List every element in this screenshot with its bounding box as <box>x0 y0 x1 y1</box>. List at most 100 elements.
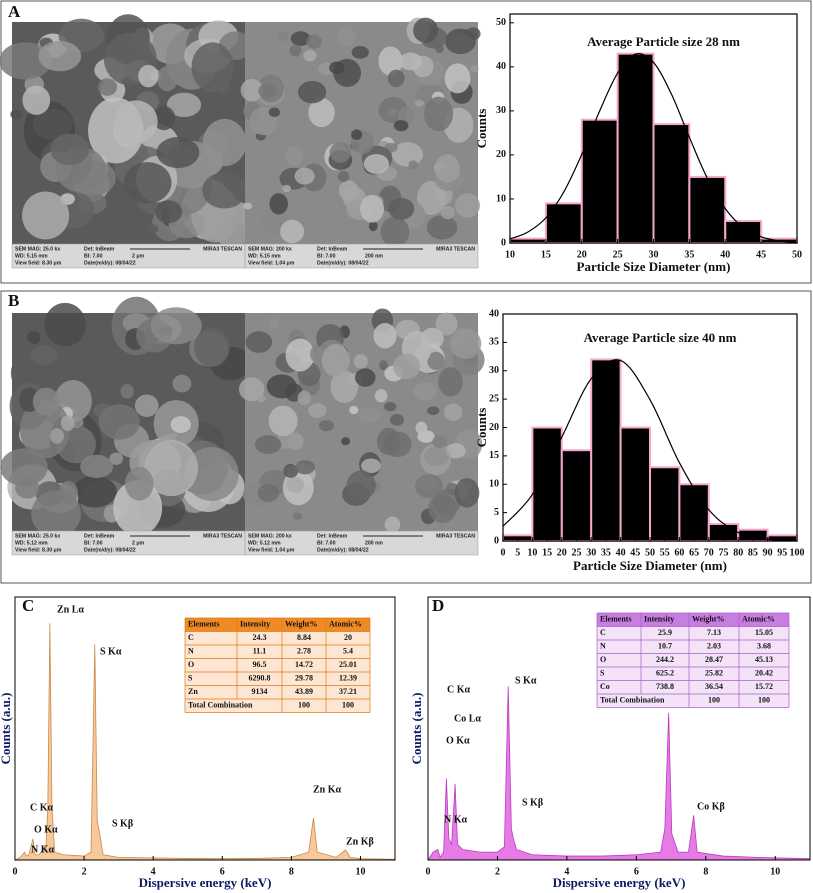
bar <box>649 466 681 543</box>
sem-grain <box>294 167 315 185</box>
bar <box>531 426 563 542</box>
sem-grain <box>27 330 41 344</box>
y-tick-label: 10 <box>489 479 499 490</box>
sem-grain <box>415 474 443 499</box>
sem-info-text: SEM MAG: 200 kx <box>248 246 292 252</box>
x-tick-label: 5 <box>515 547 520 558</box>
sem-info-text: View field: 1.04 μm <box>248 260 295 266</box>
sem-info-text: Det: InBeam <box>84 246 115 252</box>
x-tick-label: 6 <box>220 866 225 877</box>
sem-grain <box>384 401 397 412</box>
x-tick-label: 40 <box>616 547 626 558</box>
sem-grain <box>254 435 282 454</box>
bar <box>509 237 547 245</box>
table-header: Weight% <box>285 620 317 629</box>
table-cell: 625.2 <box>656 669 674 678</box>
y-axis-label: Counts <box>474 109 489 149</box>
sem-grain <box>125 466 154 501</box>
sem-grain <box>150 307 202 345</box>
x-tick-label: 8 <box>703 866 708 877</box>
x-tick-label: 20 <box>557 547 567 558</box>
sem-grain <box>60 442 78 462</box>
sem-image: SEM MAG: 200 kx Det: InBeam MIRA3 TESCAN WD… <box>238 308 485 556</box>
sem-grain <box>0 42 52 80</box>
sem-grain <box>329 61 345 75</box>
x-tick-label: 65 <box>689 547 699 558</box>
y-tick-label: 15 <box>489 450 499 461</box>
sem-image: SEM MAG: 25.0 kx Det: InBeam MIRA3 TESCAN W… <box>0 296 252 556</box>
sem-grain <box>286 476 305 493</box>
x-tick-label: 30 <box>586 547 596 558</box>
x-tick-label: 10 <box>770 866 780 877</box>
sem-grain <box>368 220 378 232</box>
x-tick-label: 6 <box>634 866 639 877</box>
sem-grain <box>351 45 369 59</box>
sem-grain <box>50 428 65 444</box>
peak-label: S Kα <box>515 675 537 686</box>
panel-letter: C <box>22 596 34 615</box>
x-tick-label: 50 <box>645 547 655 558</box>
sem-grain <box>266 374 297 399</box>
sem-grain <box>389 413 405 426</box>
sem-grain <box>258 83 277 99</box>
bar <box>544 202 583 245</box>
table-cell: 28.47 <box>705 655 723 664</box>
sem-grain <box>384 516 401 533</box>
table-header: Elements <box>188 620 220 629</box>
sem-grain <box>292 512 303 520</box>
sem-grain <box>427 351 445 371</box>
sem-info-text: MIRA3 TESCAN <box>436 533 475 539</box>
sem-grain <box>238 377 265 402</box>
sem-info-text: WD: 5.15 mm <box>248 253 281 259</box>
spectrum-area <box>14 623 396 861</box>
x-axis-label: Dispersive energy (keV) <box>139 875 272 890</box>
peak-label: Zn Lα <box>57 604 84 615</box>
sem-info-text: 2 μm <box>132 253 145 259</box>
sem-grain <box>361 458 381 474</box>
table-cell: 37.21 <box>339 687 357 696</box>
panel-letter: A <box>8 2 21 21</box>
sem-grain <box>424 96 454 132</box>
table-total: Total Combination <box>600 696 665 705</box>
sem-grain <box>440 205 455 220</box>
peak-label: S Kα <box>100 646 122 657</box>
sem-grain <box>378 46 403 76</box>
sem-grain <box>380 216 410 248</box>
sem-grain <box>444 63 471 94</box>
table-total: 100 <box>708 696 720 705</box>
sem-grain <box>308 403 327 419</box>
sem-info-text: BI: 7.00 <box>84 540 103 546</box>
y-tick-label: 10 <box>496 193 506 204</box>
table-header: Intensity <box>644 615 674 624</box>
table-cell: 7.13 <box>707 628 721 637</box>
sem-grain <box>166 92 202 118</box>
sem-grain <box>15 477 40 499</box>
sem-grain <box>98 404 140 440</box>
sem-grain <box>138 64 159 88</box>
data-table: Elements Intensity Weight% Atomic% C 25.9 7.13… <box>596 612 790 708</box>
sem-info-bar <box>244 530 479 556</box>
y-axis-label: Counts <box>474 408 489 448</box>
sem-grain <box>303 50 317 62</box>
table-total: 100 <box>298 701 310 710</box>
table-cell: 11.1 <box>253 647 267 656</box>
sem-info-text: SEM MAG: 25.0 kx <box>15 533 60 539</box>
x-tick-label: 25 <box>613 249 623 260</box>
sem-info-text: MIRA3 TESCAN <box>436 246 475 252</box>
sem-grain <box>379 360 388 371</box>
sem-grain <box>306 34 323 49</box>
sem-grain <box>257 394 266 403</box>
table-cell: O <box>188 660 194 669</box>
sem-grain <box>80 454 114 479</box>
x-axis-label: Particle Size Diameter (nm) <box>577 259 731 274</box>
table-total: 100 <box>342 701 354 710</box>
x-tick-label: 70 <box>704 547 714 558</box>
sem-info-text: BI: 7.00 <box>317 253 336 259</box>
sem-info-text: MIRA3 TESCAN <box>203 533 242 539</box>
table-header: Weight% <box>692 615 724 624</box>
bar <box>688 175 727 244</box>
sem-grain <box>297 80 327 104</box>
sem-grain <box>170 416 191 433</box>
sem-grain <box>10 109 23 120</box>
table-cell: 20 <box>344 633 352 642</box>
